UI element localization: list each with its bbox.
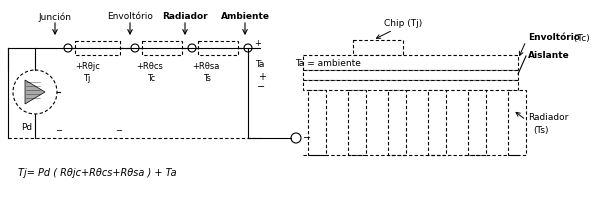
Text: +: + (254, 39, 261, 49)
Text: (Ts): (Ts) (533, 126, 549, 135)
Text: +Rθjc: +Rθjc (75, 62, 100, 71)
Bar (353, 40, 403, 55)
Bar (303, 70, 518, 80)
Text: Tj= Pd ( Rθjc+Rθcs+Rθsa ) + Ta: Tj= Pd ( Rθjc+Rθcs+Rθsa ) + Ta (18, 168, 177, 178)
Text: Radiador: Radiador (162, 12, 208, 21)
Text: Radiador: Radiador (528, 113, 568, 123)
Text: Ambiente: Ambiente (220, 12, 269, 21)
Bar (308, 90, 326, 155)
Text: Tj: Tj (83, 74, 90, 83)
Text: Junción: Junción (39, 12, 71, 21)
Bar (508, 90, 526, 155)
Bar (428, 90, 446, 155)
Text: (Tc): (Tc) (571, 33, 590, 43)
Text: Tc: Tc (147, 74, 155, 83)
Polygon shape (25, 80, 45, 104)
Text: Ta: Ta (255, 60, 264, 69)
Text: +: + (258, 72, 266, 82)
Bar (142, 41, 182, 55)
Text: Chip (Tj): Chip (Tj) (384, 19, 422, 28)
Bar (303, 55, 518, 70)
Text: Envoltório: Envoltório (107, 12, 153, 21)
Bar (468, 90, 486, 155)
Text: +Rθcs: +Rθcs (136, 62, 163, 71)
Text: −: − (115, 126, 122, 135)
Text: Envoltório: Envoltório (528, 33, 580, 43)
Bar (303, 80, 518, 90)
Text: −: − (257, 82, 265, 92)
Bar (198, 41, 238, 55)
Text: Pd: Pd (21, 123, 32, 132)
Text: +Rθsa: +Rθsa (192, 62, 220, 71)
Text: Aislante: Aislante (528, 52, 570, 60)
Bar (348, 90, 366, 155)
Text: Ts: Ts (203, 74, 211, 83)
Text: −: − (55, 126, 62, 135)
Text: −: − (303, 133, 311, 143)
Bar (75, 41, 120, 55)
Bar (388, 90, 406, 155)
Text: Ta = ambiente: Ta = ambiente (295, 59, 361, 67)
